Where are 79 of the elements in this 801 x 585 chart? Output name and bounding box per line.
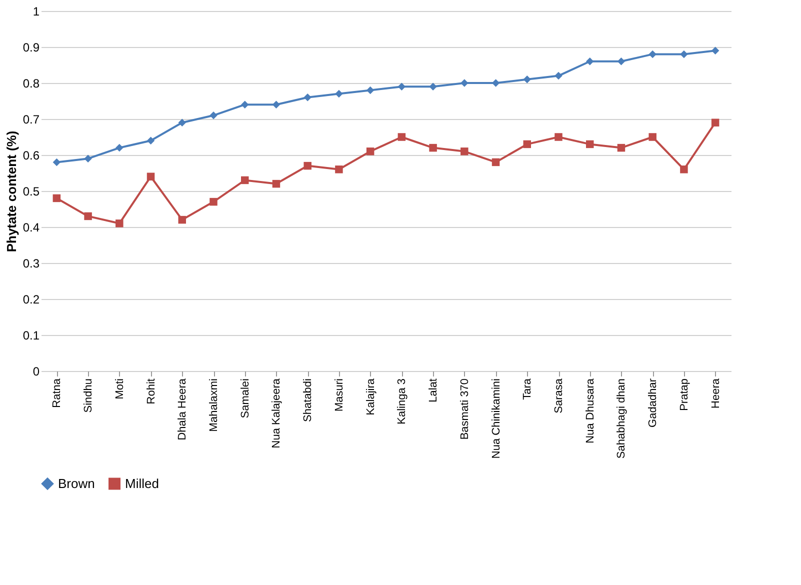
- x-tick-label: Kalajira: [364, 378, 377, 416]
- point: [240, 176, 249, 184]
- y-tick-label: 0.3: [22, 256, 40, 270]
- y-tick-label: 0.7: [22, 112, 40, 126]
- point: [460, 79, 468, 87]
- x-tick-label: Tara: [522, 378, 534, 400]
- point: [492, 158, 500, 166]
- point: [398, 133, 406, 141]
- point: [648, 133, 656, 141]
- point: [335, 166, 343, 174]
- legend-label: Milled: [125, 476, 159, 491]
- point: [178, 118, 186, 126]
- x-tick-label: Pratap: [678, 378, 690, 411]
- point: [84, 154, 92, 162]
- point: [429, 144, 437, 152]
- x-tick-label: Mahalaxmi: [208, 378, 220, 432]
- x-tick-label: Nua Chinikamini: [490, 378, 502, 459]
- x-tick-label: Samalei: [239, 378, 252, 418]
- y-tick-label: 0.1: [22, 328, 40, 342]
- point: [680, 50, 688, 58]
- x-tick-label: Moti: [114, 378, 126, 400]
- y-tick-label: 0: [32, 364, 40, 378]
- x-tick-label: Nua Dhusara: [584, 378, 596, 444]
- x-tick-label: Sarasa: [553, 378, 565, 414]
- x-tick-label: Heera: [710, 378, 722, 408]
- x-tick-label: Masuri: [333, 378, 346, 412]
- point: [398, 82, 406, 90]
- y-axis-title: Phytate content (%): [4, 130, 19, 252]
- point: [210, 198, 218, 206]
- point: [460, 148, 468, 156]
- point: [648, 50, 656, 58]
- y-tick-label: 0.9: [22, 40, 40, 54]
- point: [617, 144, 626, 152]
- point: [146, 172, 155, 180]
- y-tick-label: 0.2: [22, 292, 40, 306]
- point: [84, 212, 92, 220]
- point: [116, 144, 124, 152]
- point: [52, 194, 61, 202]
- point: [711, 118, 720, 126]
- point: [586, 140, 594, 148]
- point: [554, 72, 562, 80]
- point: [617, 58, 626, 66]
- point: [366, 148, 374, 156]
- x-tick-label: Lalat: [428, 378, 440, 402]
- point: [272, 100, 280, 108]
- point: [711, 46, 720, 54]
- point: [335, 90, 343, 98]
- point: [178, 216, 186, 224]
- y-tick-label: 0.5: [22, 184, 40, 198]
- point: [586, 58, 594, 66]
- x-tick-label: Kalinga 3: [396, 378, 408, 424]
- y-tick-label: 0.6: [22, 148, 40, 162]
- point: [240, 100, 249, 108]
- x-tick-label: Sahabhagi dhan: [616, 378, 628, 459]
- x-tick-label: Gadadhar: [647, 378, 660, 428]
- y-tick-label: 0.8: [22, 76, 40, 90]
- legend-label: Brown: [58, 476, 95, 491]
- point: [523, 76, 532, 84]
- point: [304, 162, 312, 170]
- point: [366, 86, 374, 94]
- point: [52, 158, 61, 166]
- x-tick-label: Dhala Heera: [176, 378, 189, 440]
- point: [146, 136, 155, 144]
- x-tick-label: Ratna: [51, 378, 64, 408]
- y-tick-label: 0.4: [22, 220, 40, 234]
- point: [680, 166, 688, 174]
- x-tick-label: Nua Kalajeera: [270, 378, 283, 448]
- point: [210, 112, 218, 120]
- point: [272, 180, 280, 188]
- x-tick-label: Rohit: [145, 378, 158, 404]
- point: [523, 140, 532, 148]
- y-tick-label: 1: [32, 4, 40, 18]
- point: [304, 94, 312, 102]
- x-tick-label: Basmati 370: [458, 378, 471, 440]
- x-tick-label: Shatabdi: [302, 378, 314, 422]
- point: [554, 133, 562, 141]
- point: [429, 82, 437, 90]
- point: [116, 220, 124, 228]
- x-tick-label: Sindhu: [82, 378, 95, 413]
